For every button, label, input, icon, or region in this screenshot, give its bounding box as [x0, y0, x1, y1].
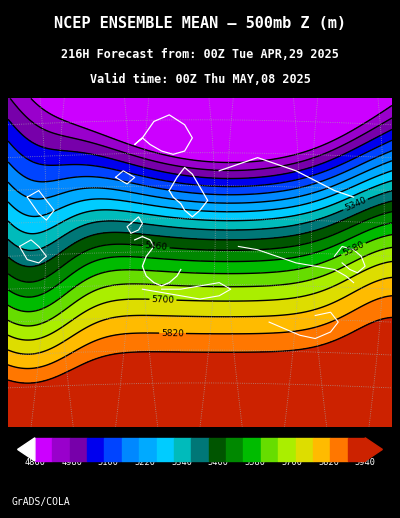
Text: 4980: 4980 [61, 458, 82, 467]
Text: 5700: 5700 [281, 458, 302, 467]
Bar [52, 438, 70, 461]
Text: NCEP ENSEMBLE MEAN – 500mb Z (m): NCEP ENSEMBLE MEAN – 500mb Z (m) [54, 16, 346, 31]
Bar [296, 438, 313, 461]
Bar [261, 438, 278, 461]
Text: 5820: 5820 [318, 458, 339, 467]
Text: 4860: 4860 [24, 458, 45, 467]
Bar [191, 438, 209, 461]
Text: 5100: 5100 [98, 458, 119, 467]
Text: 5820: 5820 [161, 328, 184, 338]
Bar [156, 438, 174, 461]
Bar [226, 438, 244, 461]
Bar [70, 438, 87, 461]
Bar [313, 438, 330, 461]
Bar [139, 438, 156, 461]
Bar [35, 438, 52, 461]
Text: 5940: 5940 [355, 458, 376, 467]
Text: 5460: 5460 [208, 458, 229, 467]
Text: Valid time: 00Z Thu MAY,08 2025: Valid time: 00Z Thu MAY,08 2025 [90, 73, 310, 86]
Bar [104, 438, 122, 461]
Bar [122, 438, 139, 461]
Text: 5580: 5580 [244, 458, 266, 467]
Text: 5220: 5220 [134, 458, 156, 467]
Text: GrADS/COLA: GrADS/COLA [12, 497, 71, 507]
Bar [278, 438, 296, 461]
Text: 5460: 5460 [144, 241, 168, 252]
Bar [348, 438, 365, 461]
Bar [209, 438, 226, 461]
Bar [87, 438, 104, 461]
Text: 5340: 5340 [343, 196, 368, 213]
Text: 5700: 5700 [151, 295, 174, 305]
Text: 5580: 5580 [341, 240, 366, 258]
Bar [330, 438, 348, 461]
Bar [174, 438, 191, 461]
Polygon shape [365, 438, 382, 461]
Bar [244, 438, 261, 461]
Text: 5340: 5340 [171, 458, 192, 467]
Polygon shape [18, 438, 35, 461]
Text: 216H Forecast from: 00Z Tue APR,29 2025: 216H Forecast from: 00Z Tue APR,29 2025 [61, 48, 339, 61]
